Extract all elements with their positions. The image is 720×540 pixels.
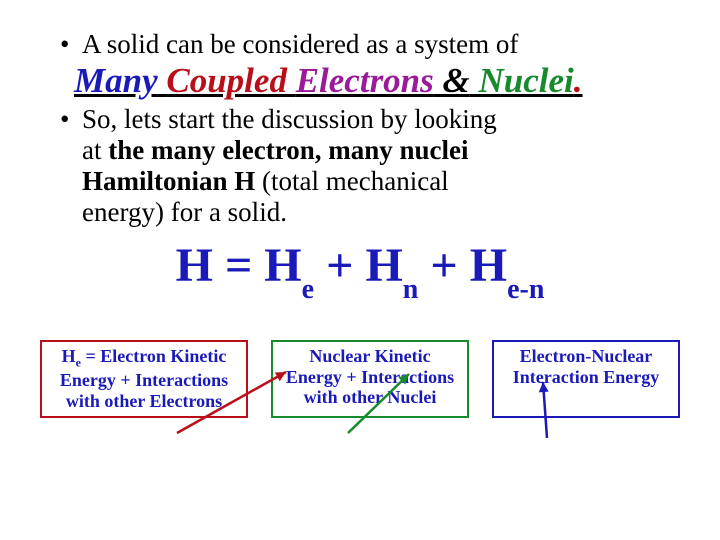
bullet-1: •A solid can be considered as a system o… — [60, 30, 680, 60]
headline-word: Nuclei — [479, 61, 574, 100]
eq-en: e-n — [507, 274, 544, 305]
headline-word: Many — [74, 61, 158, 100]
b2-l3a: Hamiltonian H — [82, 166, 262, 196]
eq-n: n — [403, 274, 419, 305]
eq-p2: + — [418, 239, 469, 292]
b1-l1b: = Electron Kinetic — [81, 346, 226, 366]
box-electron: He = Electron Kinetic Energy + Interacti… — [40, 340, 248, 418]
box-en: Electron-Nuclear Interaction Energy — [492, 340, 680, 418]
eq-Hn: H — [365, 239, 402, 292]
b2b-l2: Energy + Interactions — [286, 367, 454, 387]
box-nuclear: Nuclear Kinetic Energy + Interactions wi… — [271, 340, 469, 418]
eq-Hen: H — [470, 239, 507, 292]
headline-word — [470, 61, 479, 100]
eq-p1: + — [314, 239, 365, 292]
headline-word — [287, 61, 296, 100]
headline: Many Coupled Electrons & Nuclei. — [74, 62, 680, 101]
eq-eq: = — [213, 239, 264, 292]
b2-l4: energy) for a solid. — [82, 197, 680, 228]
b1-l2: Energy + Interactions — [60, 370, 228, 390]
bullet1-text: A solid can be considered as a system of — [82, 29, 518, 59]
eq-He: H — [264, 239, 301, 292]
boxes-row: He = Electron Kinetic Energy + Interacti… — [40, 340, 680, 418]
headline-word: Coupled — [166, 61, 287, 100]
headline-word — [434, 61, 443, 100]
equation: H = He + Hn + He-n — [40, 242, 680, 298]
eq-e: e — [302, 274, 314, 305]
b2-l3b: (total mechanical — [262, 166, 449, 196]
b2b-l3: with other Nuclei — [304, 387, 437, 407]
eq-H: H — [176, 239, 213, 292]
b3-l1: Electron-Nuclear — [520, 346, 653, 366]
headline-word: . — [574, 61, 583, 100]
b3-l2: Interaction Energy — [513, 367, 659, 387]
b2-l2b: the many electron, many nuclei — [108, 135, 468, 165]
headline-word: & — [443, 61, 470, 100]
bullet-2: •So, lets start the discussion by lookin… — [60, 104, 680, 228]
b1-l3: with other Electrons — [66, 391, 222, 411]
headline-word: Electrons — [296, 61, 434, 100]
b2-l2a: at — [82, 135, 108, 165]
b1-l1a: H — [62, 346, 76, 366]
b2-lead: So, lets start the discussion by looking — [82, 104, 497, 134]
b2b-l1: Nuclear Kinetic — [309, 346, 430, 366]
